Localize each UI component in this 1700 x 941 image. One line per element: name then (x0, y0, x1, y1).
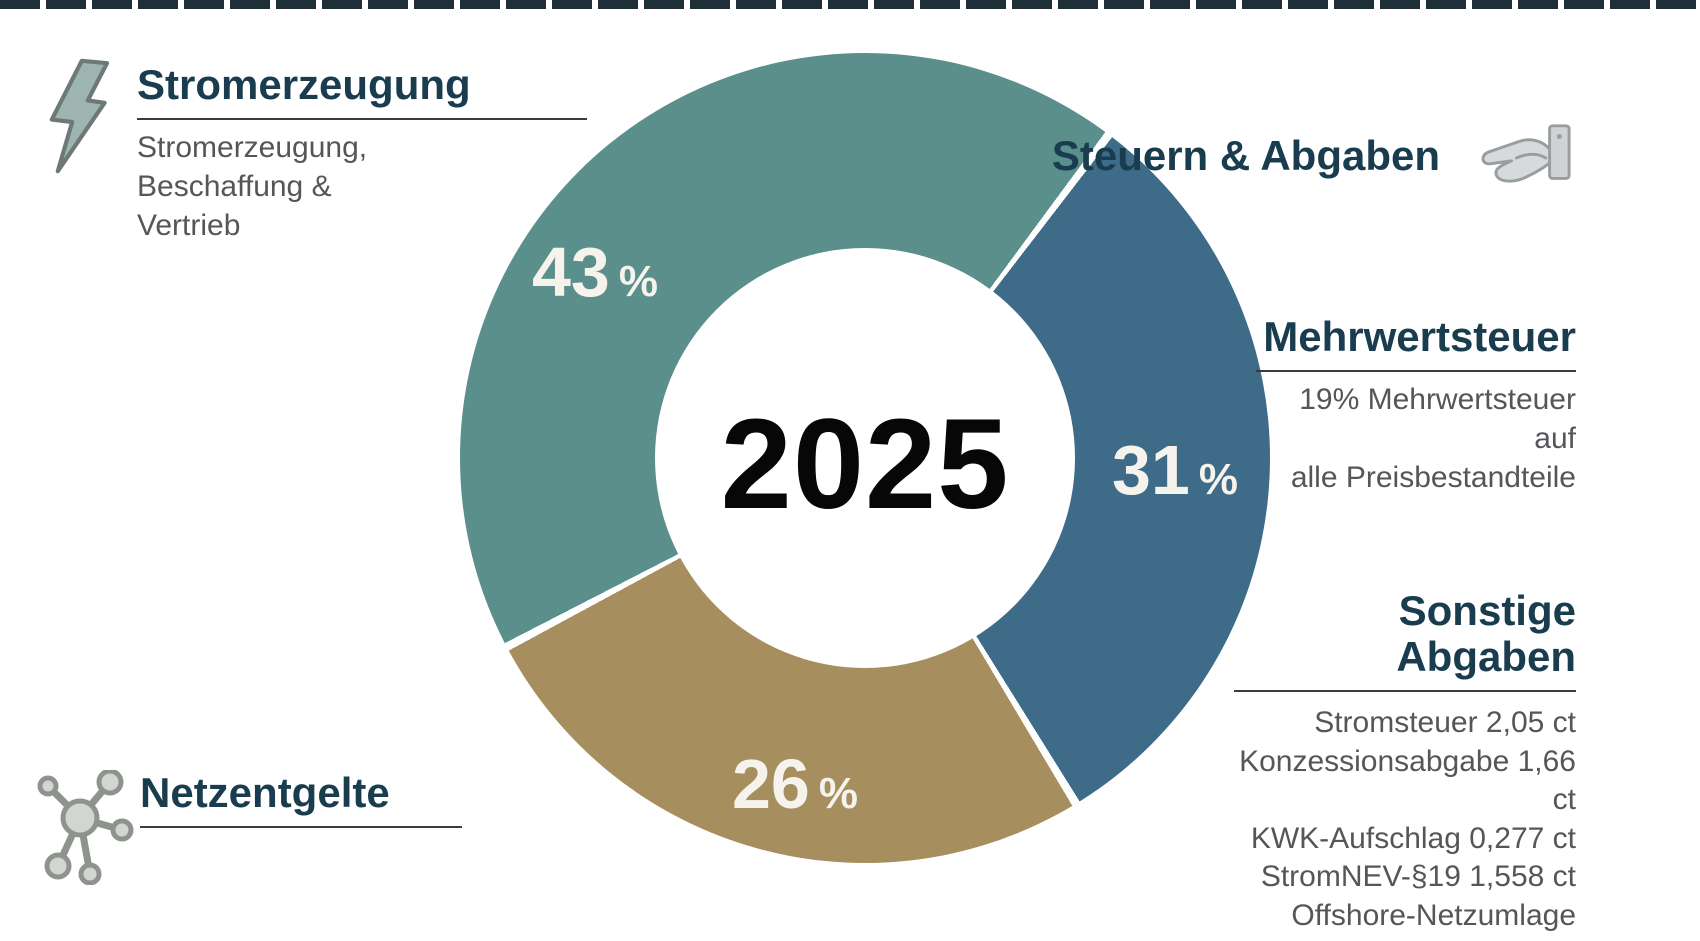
stromerzeugung-rule (137, 118, 587, 121)
netzentgelte-rule (140, 826, 462, 829)
mehrwertsteuer-subtext: 19% Mehrwertsteuer auf alle Preisbestand… (1290, 383, 1576, 495)
list-item: Offshore-Netzumlage 0,816 ct (1291, 898, 1576, 941)
list-item: StromNEV-§19 1,558 ct (1260, 860, 1576, 894)
slice-percent-steuern: 31% (1112, 431, 1238, 509)
netzentgelte-title: Netzentgelte (140, 769, 390, 816)
slice-percent-netzentgelte: 26% (732, 745, 858, 823)
mehrwertsteuer-title: Mehrwertsteuer (1263, 313, 1576, 360)
label-block-steuern-abgaben: Steuern & Abgaben (1052, 120, 1572, 192)
stromerzeugung-title: Stromerzeugung (137, 61, 471, 108)
label-block-mehrwertsteuer: Mehrwertsteuer 19% Mehrwertsteuer auf al… (1256, 313, 1576, 497)
label-block-netzentgelte: Netzentgelte (140, 769, 462, 829)
slice-percent-stromerzeugung: 43% (532, 233, 658, 311)
sonstige-abgaben-title: Sonstige Abgaben (1396, 587, 1576, 681)
open-hand-icon (1460, 120, 1572, 192)
sonstige-abgaben-rule (1234, 690, 1576, 693)
donut-center: 2025 (655, 248, 1075, 668)
steuern-abgaben-title: Steuern & Abgaben (1051, 131, 1440, 179)
list-item: KWK-Aufschlag 0,277 ct (1250, 821, 1576, 855)
stromerzeugung-subtext: Stromerzeugung, Beschaffung & Vertrieb (137, 131, 368, 243)
lightning-bolt-icon (40, 56, 114, 176)
label-block-stromerzeugung: Stromerzeugung Stromerzeugung, Beschaffu… (137, 61, 587, 245)
list-item: Stromsteuer 2,05 ct (1314, 706, 1576, 740)
mehrwertsteuer-rule (1256, 370, 1576, 373)
label-block-sonstige-abgaben: Sonstige Abgaben Stromsteuer 2,05 ct Kon… (1234, 587, 1576, 941)
sonstige-abgaben-list: Stromsteuer 2,05 ct Konzessionsabgabe 1,… (1234, 704, 1576, 941)
list-item: Konzessionsabgabe 1,66 ct (1239, 744, 1576, 817)
top-dashed-bar (0, 0, 1700, 9)
center-year-label: 2025 (720, 392, 1010, 536)
network-nodes-icon (34, 768, 134, 886)
donut-chart: 2025 (460, 53, 1270, 863)
